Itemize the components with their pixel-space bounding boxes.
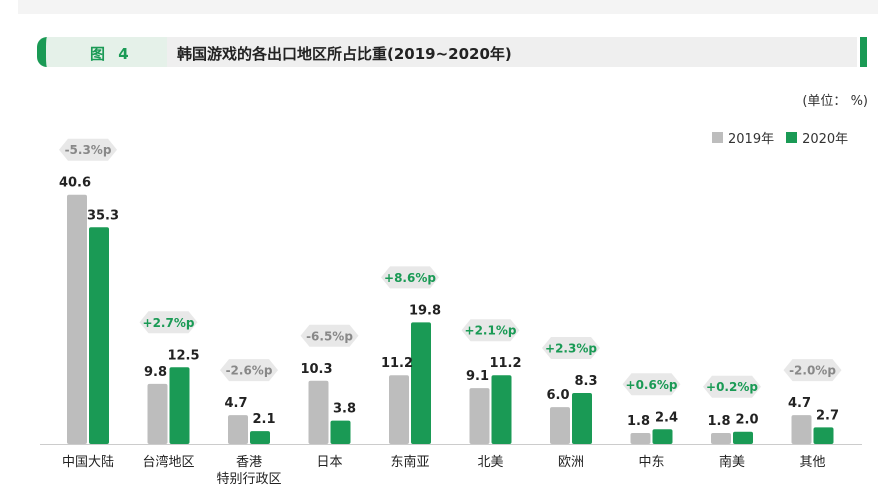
change-arrow-badge: [300, 324, 359, 347]
value-label-2019: 4.7: [788, 396, 811, 411]
change-label: +2.7%p: [143, 316, 195, 330]
value-label-2020: 2.0: [735, 413, 758, 428]
change-arrow-badge: [622, 373, 681, 396]
value-label-2019: 1.8: [627, 414, 650, 429]
change-arrow-badge: [461, 319, 520, 342]
title-end-mark: [860, 37, 867, 67]
bar-2019: [630, 432, 651, 444]
value-label-2020: 2.1: [252, 412, 275, 427]
change-label: +0.6%p: [626, 378, 678, 392]
category-label: 中国大陆: [62, 454, 114, 470]
change-label: +2.3%p: [545, 342, 597, 356]
bar-2020: [411, 322, 431, 444]
figure-label-pill: [37, 37, 167, 67]
value-label-2019: 6.0: [546, 388, 569, 403]
category-label: 东南亚: [390, 454, 429, 470]
change-label: -2.0%p: [789, 364, 836, 378]
chart-title: 韩国游戏的各出口地区所占比重(2019~2020年): [177, 45, 512, 63]
change-label: -6.5%p: [306, 329, 353, 343]
category-label: 南美: [719, 454, 745, 470]
change-label: -5.3%p: [65, 143, 112, 157]
value-label-2020: 3.8: [333, 402, 356, 417]
change-arrow-badge: [783, 359, 842, 382]
legend-swatch-2019: [712, 132, 723, 143]
value-label-2020: 2.4: [655, 410, 678, 425]
bar-2020: [250, 431, 270, 444]
legend: 2019年 2020年: [712, 128, 854, 147]
value-label-2020: 2.7: [816, 408, 839, 423]
legend-item-2019: 2019年: [712, 128, 774, 147]
bar-2019: [228, 415, 248, 444]
change-arrow-badge: [59, 138, 117, 161]
change-arrow-badge: [542, 337, 600, 360]
value-label-2019: 11.2: [381, 356, 413, 371]
change-arrow-badge: [703, 375, 761, 398]
change-arrow-badge: [220, 359, 278, 382]
bar-2019: [147, 383, 168, 444]
category-label: 日本: [316, 455, 342, 470]
category-label: 欧洲: [558, 455, 584, 470]
unit-note: (单位： %): [802, 94, 868, 109]
bar-2019: [550, 407, 570, 444]
value-label-2019: 1.8: [707, 414, 730, 429]
change-arrow-badge: [139, 311, 198, 334]
change-label: +2.1%p: [465, 324, 517, 338]
category-label: 台湾地区: [142, 454, 194, 470]
legend-item-2020: 2020年: [786, 128, 848, 147]
category-label: 香港特别行政区: [216, 455, 281, 487]
value-label-2019: 9.8: [144, 365, 167, 380]
change-arrow-badge: [381, 266, 439, 289]
bar-2019: [711, 432, 731, 444]
bar-2020: [89, 227, 109, 444]
change-label: +8.6%p: [384, 271, 436, 285]
bar-2020: [733, 431, 753, 444]
bar-2019: [389, 375, 409, 444]
bar-2020: [813, 427, 834, 444]
bar-2020: [572, 393, 592, 444]
value-label-2019: 10.3: [300, 362, 332, 377]
change-label: -2.6%p: [226, 364, 273, 378]
category-label: 中东: [638, 455, 664, 470]
value-label-2019: 4.7: [224, 396, 247, 411]
value-label-2019: 9.1: [466, 369, 489, 384]
figure-header: 图 4 韩国游戏的各出口地区所占比重(2019~2020年): [37, 37, 867, 67]
value-label-2020: 11.2: [489, 356, 521, 371]
bar-2020: [169, 367, 190, 444]
value-label-2020: 12.5: [167, 348, 199, 363]
top-band: [18, 0, 878, 14]
value-label-2020: 8.3: [574, 374, 597, 389]
value-label-2020: 35.3: [87, 208, 119, 223]
category-label: 北美: [477, 455, 503, 470]
value-label-2019: 40.6: [59, 176, 91, 191]
bar-2020: [330, 420, 351, 444]
bar-2019: [791, 415, 812, 444]
category-label: 其他: [799, 455, 825, 470]
bar-2020: [652, 429, 673, 444]
change-label: +0.2%p: [706, 380, 758, 394]
bar-2020: [491, 375, 512, 444]
value-label-2020: 19.8: [409, 303, 441, 318]
bar-2019: [308, 380, 329, 444]
bar-2019: [67, 194, 87, 444]
figure-label: 图 4: [90, 45, 133, 63]
bar-2019: [469, 388, 490, 444]
legend-label-2020: 2020年: [802, 132, 849, 147]
legend-swatch-2020: [786, 132, 798, 143]
title-band: [167, 37, 857, 67]
legend-label-2019: 2019年: [728, 132, 775, 147]
